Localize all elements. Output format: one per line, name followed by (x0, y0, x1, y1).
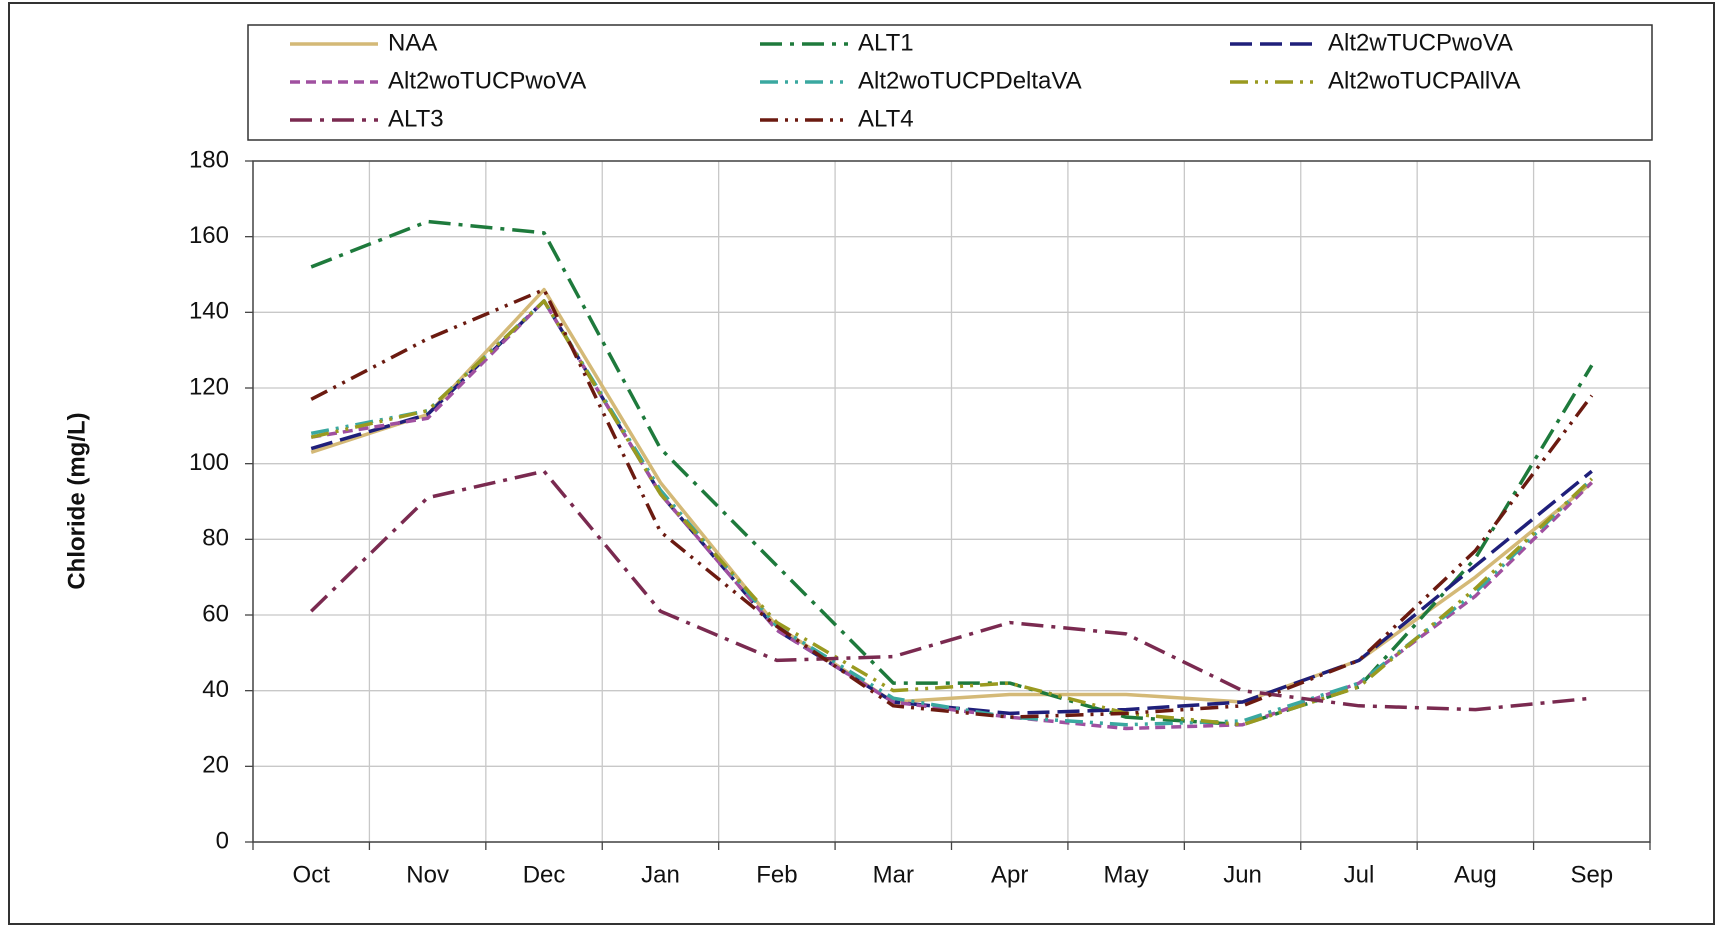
y-tick-label: 180 (189, 146, 229, 173)
x-tick-label: Dec (523, 861, 566, 888)
y-tick-label: 80 (202, 525, 229, 552)
series-line (310, 287, 1594, 719)
legend-label: NAA (388, 29, 437, 56)
y-axis-label: Chloride (mg/L) (63, 412, 90, 589)
legend-label: Alt2woTUCPDeltaVA (858, 67, 1082, 94)
legend-label: Alt2woTUCPwoVA (388, 67, 586, 94)
legend-label: ALT4 (858, 105, 914, 132)
x-tick-label: Nov (406, 861, 449, 888)
y-tick-label: 20 (202, 752, 229, 779)
x-tick-label: Apr (991, 861, 1028, 888)
x-tick-label: Mar (873, 861, 914, 888)
legend-label: ALT1 (858, 29, 914, 56)
legend-label: Alt2woTUCPAllVA (1328, 67, 1521, 94)
legend-label: Alt2wTUCPwoVA (1328, 29, 1513, 56)
legend-label: ALT3 (388, 105, 444, 132)
y-tick-label: 0 (216, 827, 229, 854)
series-line (310, 299, 1593, 727)
x-tick-label: May (1103, 861, 1148, 888)
y-tick-label: 100 (189, 449, 229, 476)
legend-box (247, 24, 1653, 141)
x-tick-label: Jan (641, 861, 680, 888)
series-line (310, 219, 1594, 727)
x-tick-label: Sep (1570, 861, 1613, 888)
y-tick-label: 160 (189, 222, 229, 249)
plot-area (252, 160, 1651, 843)
y-tick-label: 120 (189, 373, 229, 400)
x-tick-label: Jul (1344, 861, 1375, 888)
y-tick-label: 140 (189, 298, 229, 325)
x-tick-label: Aug (1454, 861, 1497, 888)
series-line (309, 469, 1592, 712)
y-tick-label: 40 (202, 676, 229, 703)
series-line (310, 299, 1594, 731)
x-tick-label: Feb (756, 861, 797, 888)
y-tick-label: 60 (202, 600, 229, 627)
x-tick-label: Oct (293, 861, 331, 888)
x-tick-label: Jun (1223, 861, 1262, 888)
frame (8, 2, 1715, 925)
